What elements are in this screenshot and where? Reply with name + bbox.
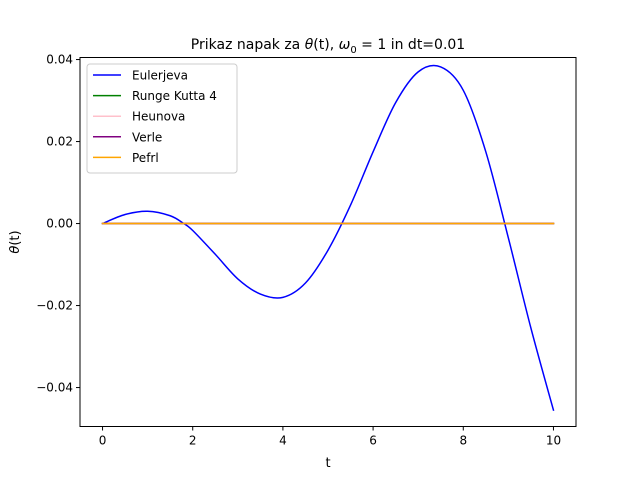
y-tick-label: 0.02: [46, 135, 73, 149]
y-tick-label: −0.02: [36, 299, 73, 313]
legend-label-verle: Verle: [132, 130, 162, 144]
y-tick-label: 0.00: [46, 217, 73, 231]
plot-area: [79, 57, 577, 427]
legend-entries: Eulerjeva Runge Kutta 4 Heunova Verle Pefrl: [93, 69, 217, 165]
legend-label-pefrl: Pefrl: [132, 151, 159, 165]
series-layer: [101, 64, 555, 412]
y-tick-label: 0.04: [46, 53, 73, 67]
x-tick-label: 2: [189, 434, 197, 448]
legend-box: [86, 63, 238, 174]
x-axis-label: t: [325, 456, 330, 471]
x-axis: 0 2 4 6 8 10: [99, 426, 561, 448]
series-line-eulerjeva: [101, 64, 555, 412]
x-tick-label: 6: [369, 434, 377, 448]
y-axis-label: θ(t): [8, 230, 23, 253]
x-tick-label: 8: [459, 434, 467, 448]
legend: Eulerjeva Runge Kutta 4 Heunova Verle Pefrl: [86, 63, 238, 174]
x-tick-label: 4: [279, 434, 287, 448]
chart-title: Prikaz napak za θ(t), ω0 = 1 in dt=0.01: [191, 37, 465, 56]
axes-frame: [79, 57, 577, 427]
y-tick-label: −0.04: [36, 381, 73, 395]
x-tick-label: 10: [546, 434, 561, 448]
x-tick-label: 0: [99, 434, 107, 448]
legend-label-eulerjeva: Eulerjeva: [132, 69, 188, 83]
y-axis: −0.04 −0.02 0.00 0.02 0.04: [36, 53, 80, 395]
legend-label-runge-kutta-4: Runge Kutta 4: [132, 89, 217, 103]
legend-label-heunova: Heunova: [132, 110, 185, 124]
